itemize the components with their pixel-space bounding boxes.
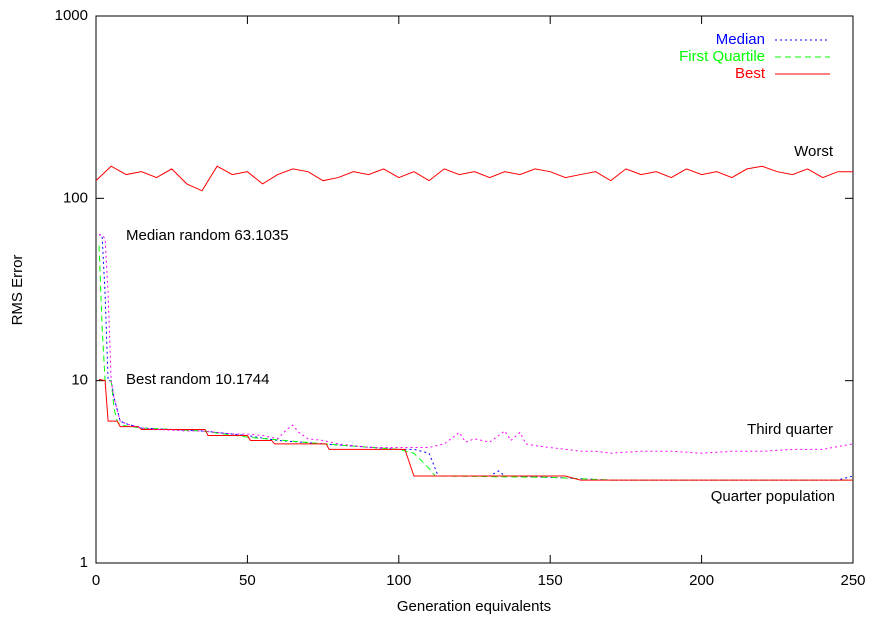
plot-frame xyxy=(95,15,854,564)
series-line xyxy=(99,234,854,481)
annotation: Worst xyxy=(794,143,834,160)
y-tick-label: 100 xyxy=(63,189,88,206)
series-line xyxy=(98,245,853,481)
annotation: Median random 63.1035 xyxy=(126,227,289,244)
annotation: Quarter population xyxy=(711,488,835,505)
series-line xyxy=(99,234,854,454)
series-line xyxy=(95,165,853,192)
y-axis-label: RMS Error xyxy=(9,255,26,326)
x-tick-label: 200 xyxy=(689,572,714,589)
legend-label: Best xyxy=(735,65,766,82)
x-tick-label: 150 xyxy=(538,572,563,589)
annotation: Third quarter xyxy=(747,421,833,438)
legend-label: Median xyxy=(716,31,765,48)
x-axis-label: Generation equivalents xyxy=(397,598,551,615)
x-tick-label: 250 xyxy=(840,572,865,589)
x-tick-label: 100 xyxy=(386,572,411,589)
x-tick-label: 0 xyxy=(92,572,100,589)
series-line xyxy=(98,378,853,481)
legend-label: First Quartile xyxy=(679,48,765,65)
annotation: Best random 10.1744 xyxy=(126,371,269,388)
y-tick-label: 10 xyxy=(71,372,88,389)
y-tick-label: 1000 xyxy=(55,7,88,24)
x-tick-label: 50 xyxy=(239,572,256,589)
y-tick-label: 1 xyxy=(80,554,88,571)
